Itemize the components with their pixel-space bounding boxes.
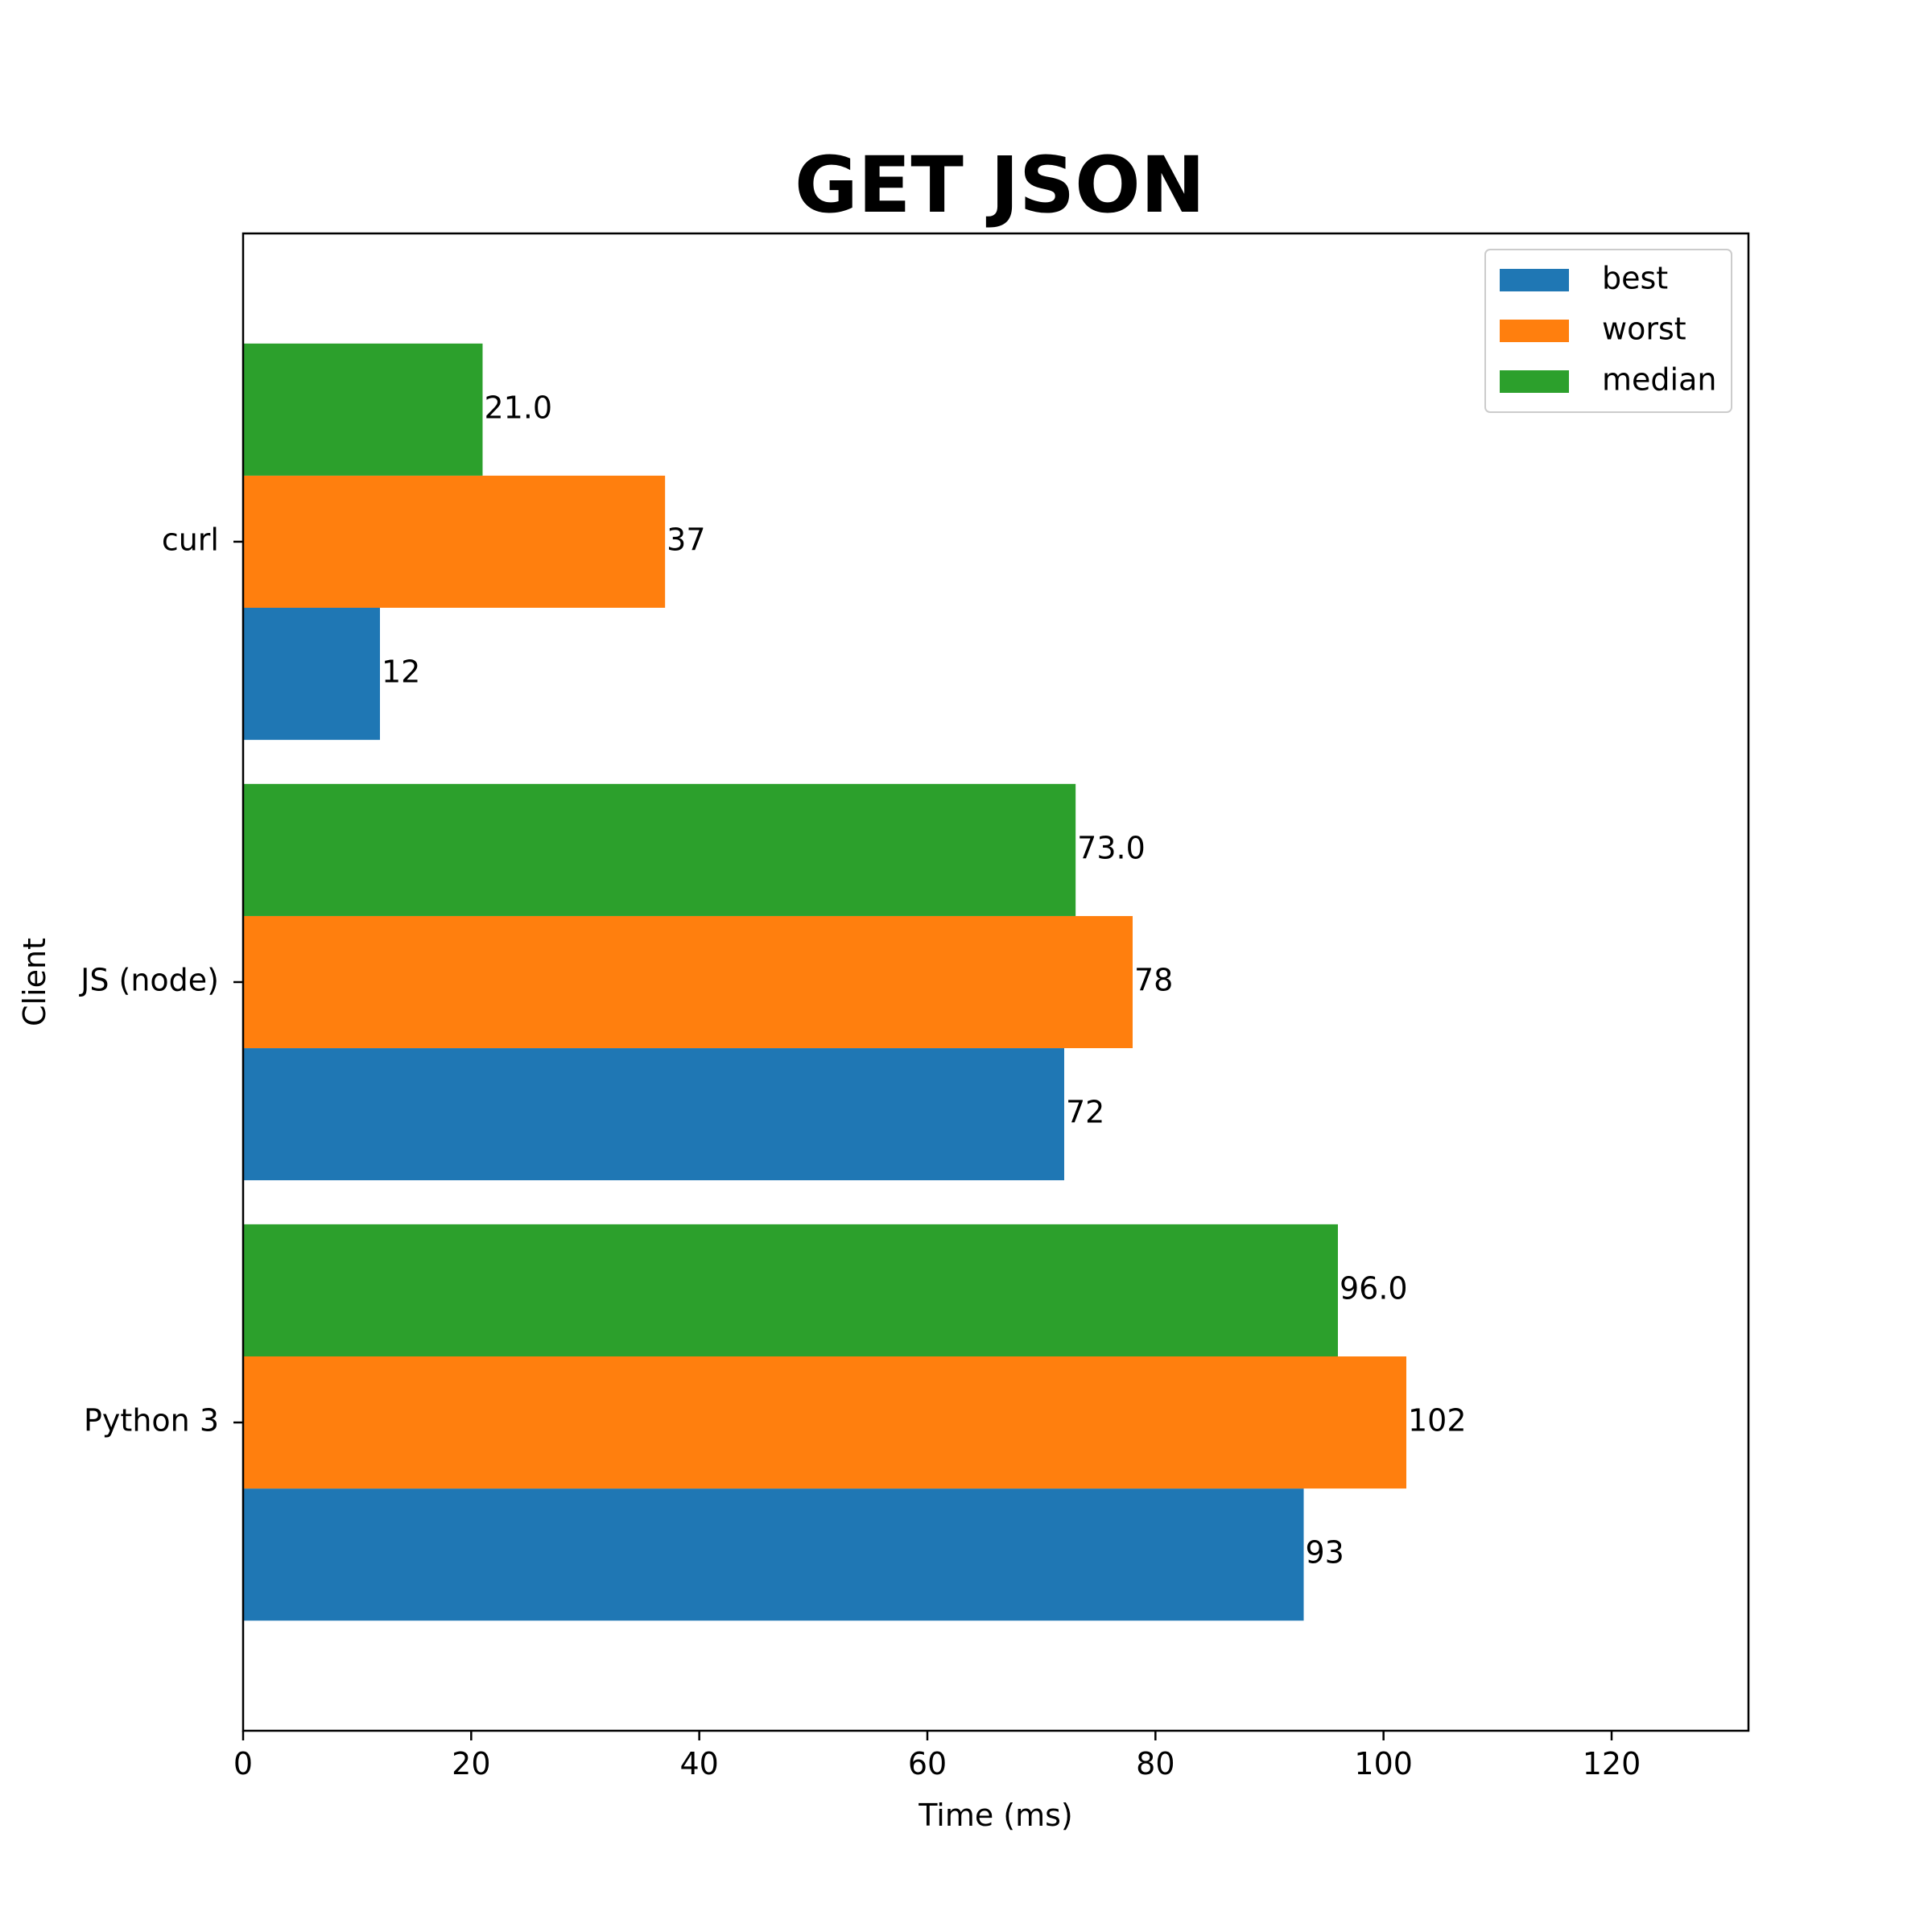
bar-label-median-1: 73.0: [1077, 830, 1146, 865]
x-tick-label: 80: [1136, 1746, 1174, 1781]
x-tick-label: 20: [452, 1746, 490, 1781]
y-tick-label: Python 3: [84, 1403, 219, 1439]
x-tick-label: 0: [233, 1746, 253, 1781]
bar-label-best-2: 93: [1306, 1535, 1344, 1571]
y-axis-label: Client: [17, 938, 52, 1026]
bar-label-worst-0: 37: [667, 522, 705, 557]
bar-best-1: [243, 1048, 1064, 1181]
bar-label-median-0: 21.0: [485, 390, 553, 425]
x-axis: 0 20 40 60 80 100 120: [233, 1731, 1641, 1781]
bar-label-best-0: 12: [382, 654, 420, 690]
x-axis-label: Time (ms): [918, 1798, 1073, 1833]
bar-best-2: [243, 1488, 1304, 1621]
legend: best worst median: [1484, 249, 1732, 413]
x-tick-label: 40: [679, 1746, 718, 1781]
bar-worst-2: [243, 1356, 1406, 1489]
bar-median-1: [243, 783, 1076, 916]
legend-label-best: best: [1602, 261, 1668, 296]
y-axis: curl JS (node) Python 3: [79, 522, 243, 1439]
legend-swatch-median: [1500, 370, 1569, 393]
bar-median-0: [243, 343, 483, 476]
bar-label-worst-2: 102: [1408, 1403, 1467, 1439]
bar-median-2: [243, 1224, 1338, 1356]
y-tick-label: curl: [162, 522, 219, 557]
bar-best-0: [243, 608, 380, 741]
bar-label-best-1: 72: [1066, 1095, 1104, 1130]
legend-label-worst: worst: [1602, 312, 1686, 347]
chart-title: GET JSON: [795, 140, 1205, 230]
bars-layer: [243, 343, 1406, 1621]
bar-label-worst-1: 78: [1134, 963, 1173, 998]
y-tick-label: JS (node): [79, 963, 219, 998]
bar-label-median-2: 96.0: [1340, 1270, 1408, 1306]
bar-labels-layer: 12 72 93 37 78 102 21.0 73.0 96.0: [382, 390, 1467, 1570]
x-tick-label: 100: [1354, 1746, 1413, 1781]
bar-worst-1: [243, 915, 1133, 1049]
legend-label-median: median: [1602, 362, 1716, 398]
legend-swatch-best: [1500, 269, 1569, 291]
x-tick-label: 120: [1583, 1746, 1641, 1781]
bar-worst-0: [243, 475, 666, 608]
legend-swatch-worst: [1500, 320, 1569, 342]
x-tick-label: 60: [908, 1746, 947, 1781]
